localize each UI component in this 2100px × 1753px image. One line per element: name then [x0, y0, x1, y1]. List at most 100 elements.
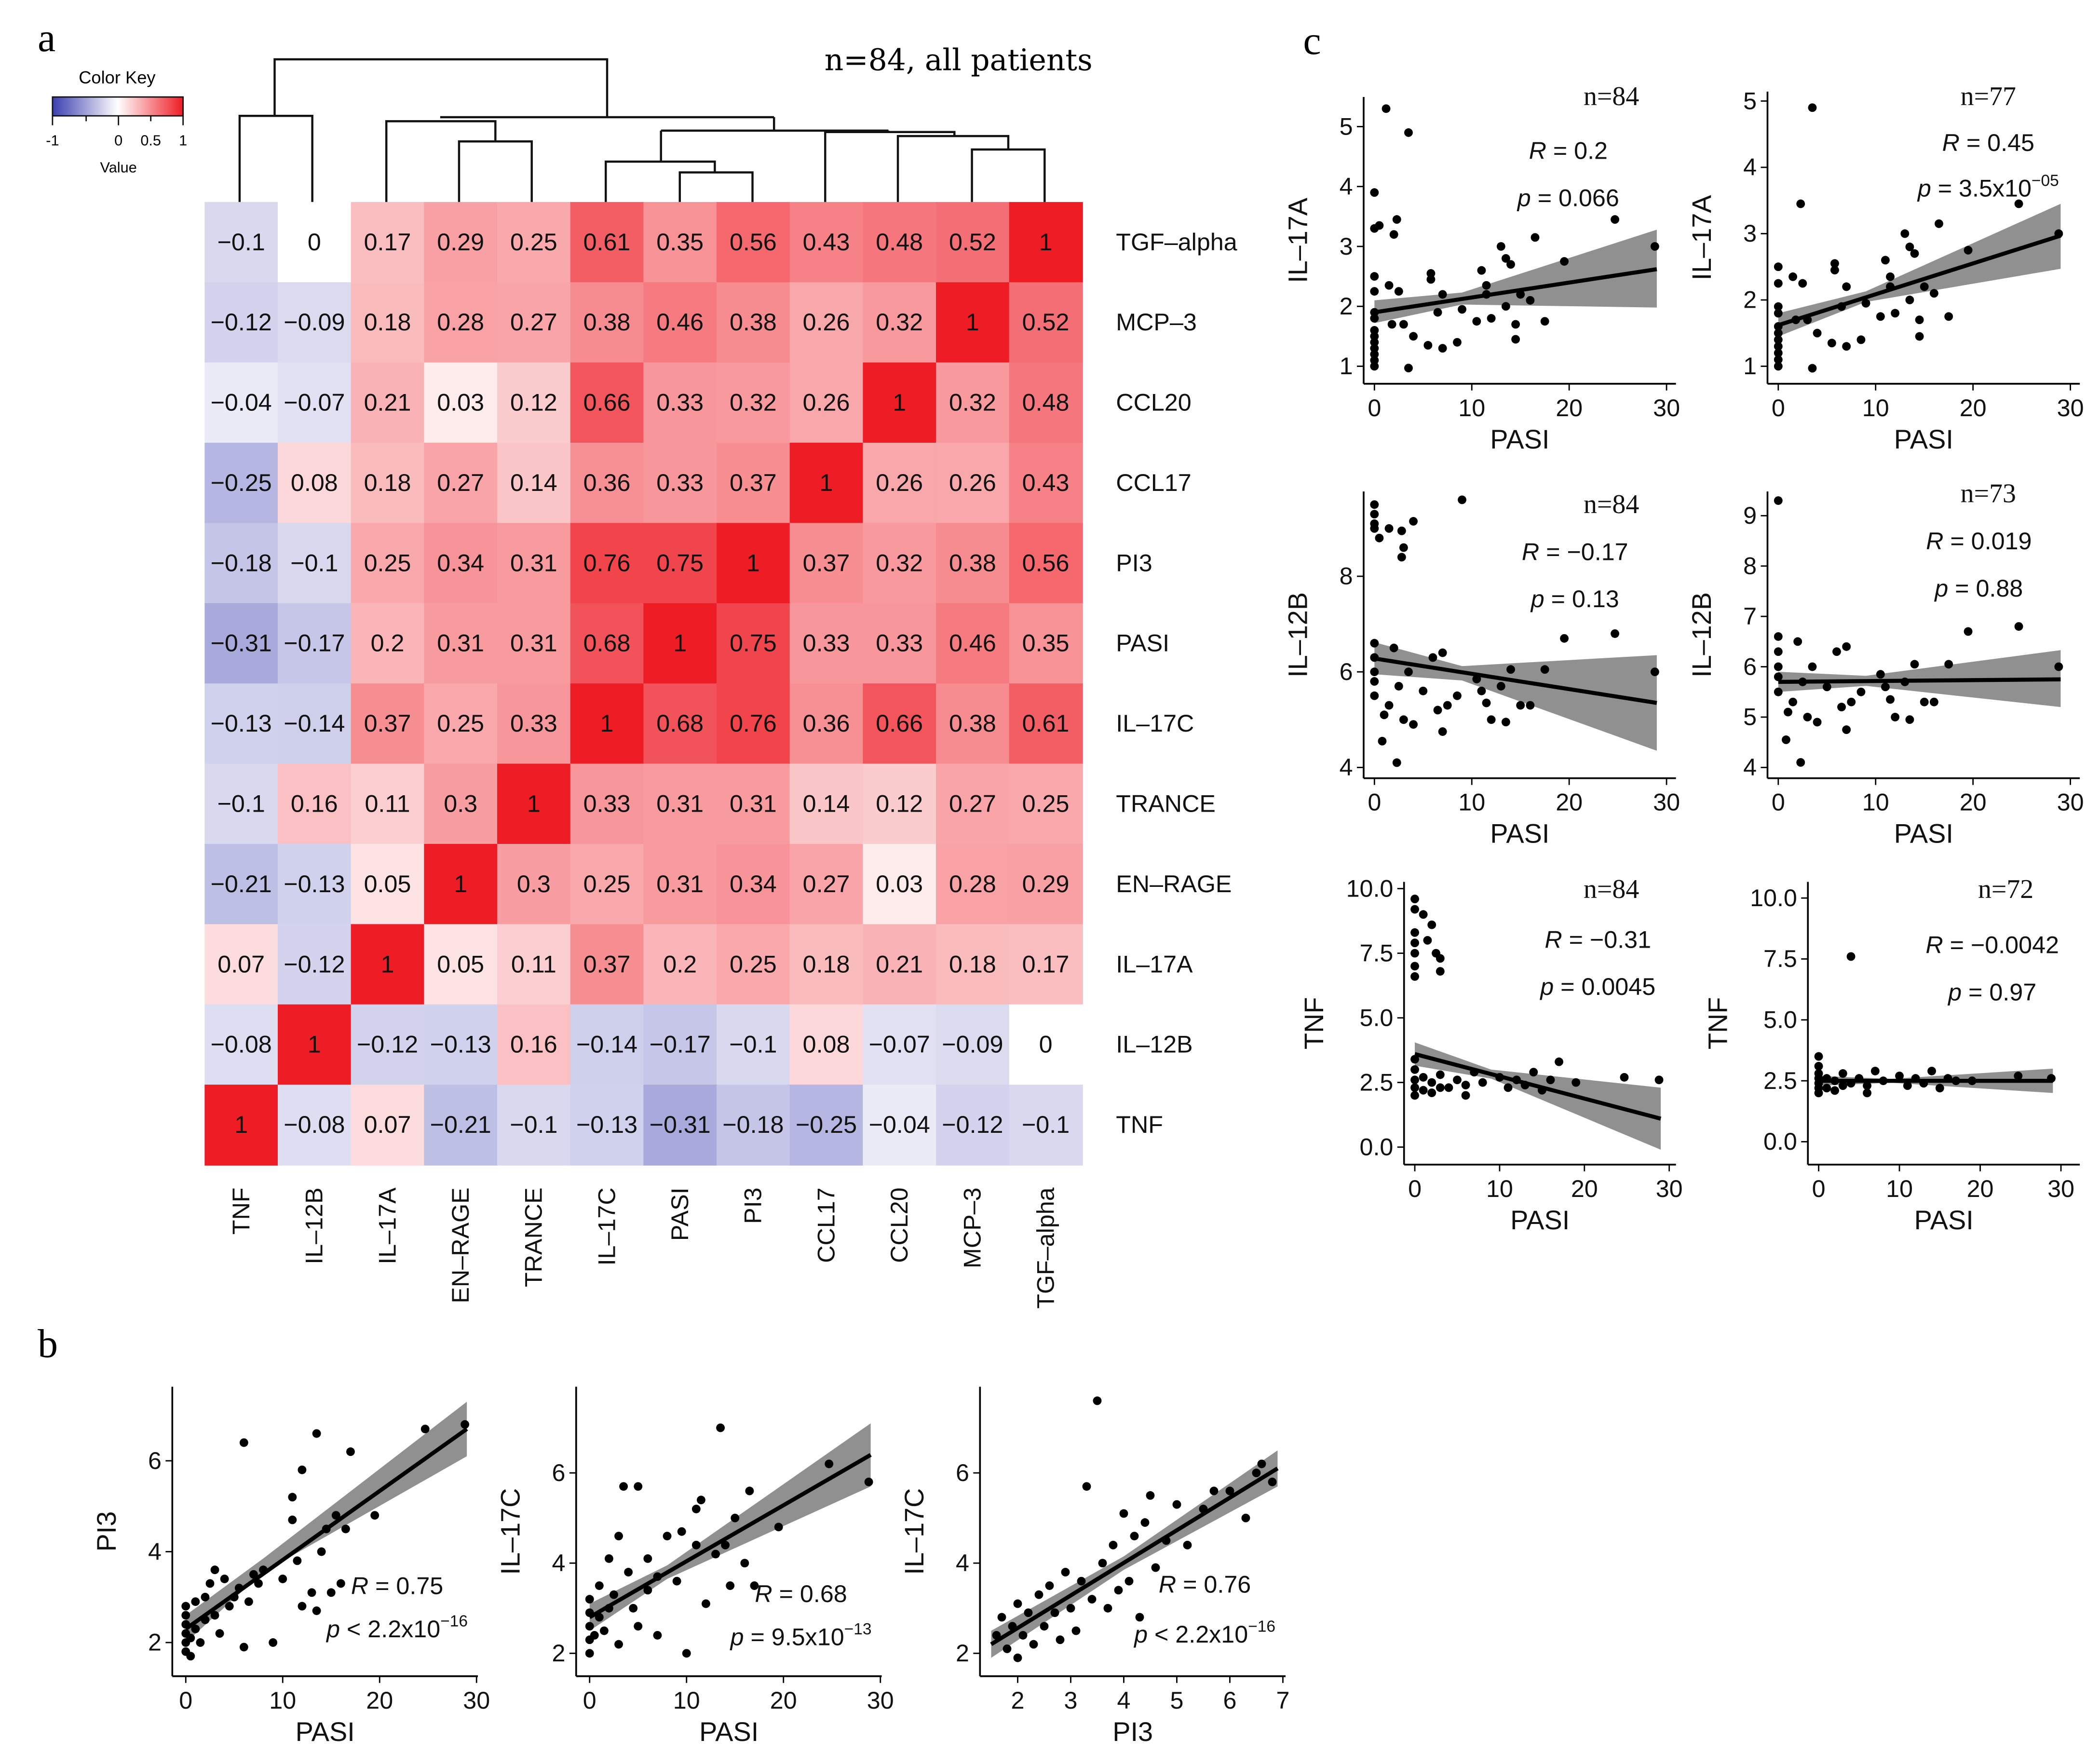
r-symbol: R — [1926, 528, 1943, 555]
y-tick-label: 2 — [1340, 293, 1353, 320]
sample-size-label: n=84 — [1584, 489, 1639, 519]
data-point — [1404, 128, 1413, 137]
data-point — [1061, 1568, 1070, 1576]
y-tick-label: 6 — [1743, 653, 1757, 680]
data-point — [1487, 314, 1496, 323]
data-point — [1886, 695, 1895, 704]
r-value: = −0.31 — [1562, 926, 1651, 953]
heatmap-cell-value: 0.34 — [730, 870, 777, 897]
data-point — [1654, 1075, 1664, 1085]
data-point — [1003, 1644, 1012, 1653]
data-point — [1426, 275, 1436, 284]
data-point — [1774, 342, 1783, 351]
heatmap-cell-fill — [351, 202, 425, 283]
heatmap-cell-fill — [643, 603, 718, 684]
data-point — [1560, 634, 1569, 643]
panel-letter-c: c — [1303, 18, 1321, 63]
color-key-gradient — [52, 96, 184, 117]
heatmap-cell-value: −0.13 — [284, 870, 345, 897]
data-point — [1029, 1640, 1038, 1649]
regression-line — [1414, 1052, 1662, 1121]
data-point — [249, 1570, 258, 1579]
color-key-title: Color Key — [79, 68, 156, 87]
data-point — [1774, 309, 1783, 318]
heatmap-cell-fill — [497, 843, 571, 925]
y-tick-label: 2 — [956, 1640, 969, 1667]
data-point — [614, 1640, 623, 1649]
data-point — [186, 1652, 195, 1661]
data-point — [1419, 1073, 1428, 1082]
data-point — [1935, 219, 1943, 228]
data-point — [1125, 1576, 1134, 1586]
heatmap-cell-value: 0.68 — [656, 710, 704, 737]
data-point — [1516, 701, 1525, 710]
heatmap-column-label: TNF — [228, 1187, 255, 1235]
heatmap-cell: 0.14 — [789, 763, 864, 845]
heatmap-cell-value: 0.21 — [364, 389, 411, 416]
data-point — [1796, 758, 1805, 767]
heatmap-cell-value: 0 — [308, 229, 321, 256]
data-point — [696, 1495, 705, 1505]
heatmap-cell: 0.05 — [351, 843, 425, 925]
data-point — [1389, 643, 1398, 652]
heatmap-cell: 0.35 — [1009, 603, 1083, 684]
heatmap-cell: −0.1 — [497, 1085, 571, 1166]
heatmap-cell-fill — [1009, 924, 1083, 1006]
data-point — [1438, 344, 1447, 353]
heatmap-cell-value: 0.25 — [583, 870, 631, 897]
heatmap-cell-fill — [351, 282, 425, 364]
r-symbol: R — [1522, 538, 1539, 565]
heatmap-cell-value: 0.36 — [803, 710, 850, 737]
heatmap-cell-value: 0.26 — [803, 309, 850, 336]
data-point — [346, 1447, 355, 1456]
data-point — [1410, 1055, 1419, 1064]
p-symbol: p — [1517, 184, 1531, 211]
heatmap-cell-value: −0.14 — [576, 1031, 637, 1058]
heatmap-cell-fill — [789, 362, 864, 444]
data-point — [1964, 245, 1973, 255]
regression-line — [990, 1467, 1279, 1646]
heatmap-cell-fill — [278, 1085, 352, 1166]
heatmap-cell-value: 0.03 — [876, 870, 923, 897]
p-exponent: −05 — [2032, 172, 2059, 190]
heatmap-cell-value: 0.07 — [364, 1111, 411, 1138]
correlation-r-label: R = 0.76 — [1159, 1571, 1251, 1598]
r-symbol: R — [1925, 932, 1943, 959]
heatmap-cell-fill — [789, 763, 864, 845]
heatmap-column-label: PI3 — [740, 1187, 767, 1223]
p-value-label: p = 0.066 — [1517, 184, 1619, 211]
heatmap-cell-fill — [497, 523, 571, 604]
heatmap-cell-value: 0.17 — [1022, 951, 1070, 978]
heatmap-cell: 0.33 — [643, 362, 718, 444]
heatmap-cell: 0.08 — [278, 443, 352, 524]
data-point — [1814, 1052, 1823, 1061]
heatmap-cell-fill — [863, 1085, 937, 1166]
heatmap-cell: 0.03 — [424, 362, 498, 444]
heatmap-cell-value: −0.31 — [211, 630, 272, 657]
heatmap-cell-fill — [643, 202, 718, 283]
data-point — [1496, 242, 1505, 251]
heatmap-cell: 0 — [1009, 1004, 1083, 1086]
heatmap-cell-value: 0.26 — [949, 469, 996, 496]
heatmap-cell: −0.14 — [570, 1004, 644, 1086]
heatmap-cell-value: 0.18 — [949, 951, 996, 978]
p-value: = 0.88 — [1948, 575, 2023, 602]
data-point — [1472, 317, 1481, 326]
heatmap-cell-fill — [1009, 523, 1083, 604]
heatmap-cell-value: 0.05 — [437, 951, 484, 978]
data-point — [1487, 715, 1496, 724]
heatmap-cell-value: −0.17 — [650, 1031, 711, 1058]
heatmap-cell-fill — [717, 763, 791, 845]
data-point — [1782, 735, 1790, 744]
data-point — [1944, 312, 1953, 321]
heatmap-cell-value: 0.3 — [517, 870, 551, 897]
data-point — [1103, 1604, 1112, 1613]
data-point — [1458, 305, 1466, 314]
sample-size-label: n=73 — [1961, 478, 2016, 508]
heatmap-cell-value: 0.25 — [364, 549, 411, 576]
data-point — [1964, 627, 1973, 636]
heatmap-cell: 0.75 — [717, 603, 791, 684]
heatmap-cell-fill — [789, 202, 864, 283]
heatmap-cell: 0.75 — [643, 523, 718, 604]
heatmap-cell-value: 0.75 — [656, 549, 704, 576]
